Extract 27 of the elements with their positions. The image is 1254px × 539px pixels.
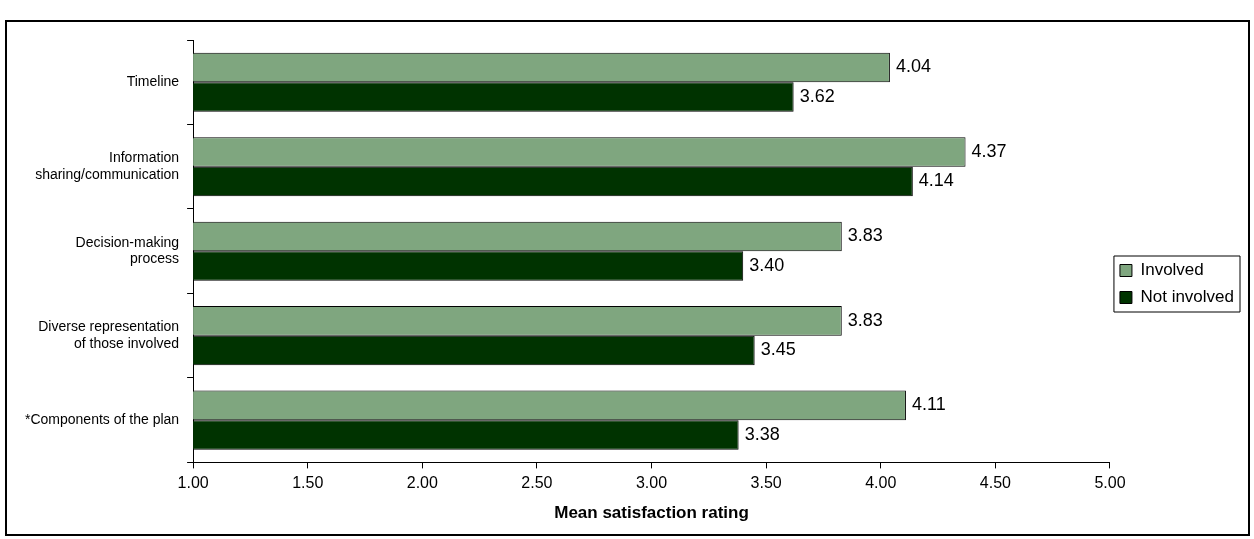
y-tick-label: *Components of the plan [24,411,180,428]
x-tick-label: 3.50 [750,474,782,492]
x-tick-label: 2.00 [406,474,438,492]
x-tick-label: 4.50 [979,474,1012,492]
x-tick-label: 1.00 [177,474,209,492]
data-label: 3.83 [847,225,883,246]
data-label: 3.62 [799,85,835,106]
x-axis-title: Mean satisfaction rating [554,503,749,523]
legend-label: Not involved [1140,287,1235,307]
data-label: 4.11 [911,394,946,415]
data-label: 3.40 [749,254,785,275]
x-tick-label: 1.50 [292,474,324,492]
legend-label: Involved [1140,260,1204,280]
x-tick-label: 2.50 [521,474,553,492]
data-label: 3.45 [760,339,796,360]
data-label: 3.38 [744,423,780,444]
y-tick-label: Diverse representation of those involved [38,318,180,351]
data-label: 4.37 [971,140,1007,161]
data-label: 4.04 [895,56,931,77]
x-tick-label: 5.00 [1094,474,1126,492]
y-tick-label: Information sharing/communication [35,149,180,182]
x-tick-label: 4.00 [865,474,897,492]
data-label: 3.83 [847,309,883,330]
data-label: 4.14 [918,170,954,191]
y-tick-label: Timeline [126,73,180,90]
y-tick-label: Decision-making process [75,233,180,267]
x-tick-label: 3.00 [635,474,668,492]
